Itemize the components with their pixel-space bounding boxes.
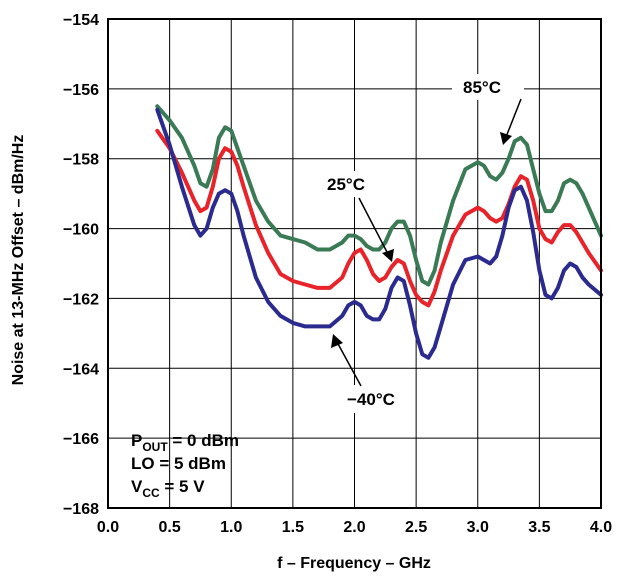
x-tick-label: 1.5 [282, 519, 304, 536]
y-tick-label: −166 [63, 431, 99, 448]
x-tick-label: 2.5 [405, 519, 427, 536]
condition-pout-rest: = 0 dBm [168, 431, 239, 450]
annotation-85c: 85°C [452, 74, 524, 145]
annotation-85c-arrow [505, 98, 522, 138]
annotation-minus40c-label: −40°C [347, 390, 395, 409]
series-group [155, 104, 603, 360]
y-tick-label: −156 [63, 82, 99, 99]
x-tick-label: 3.5 [528, 519, 550, 536]
plot-frame [107, 18, 602, 509]
condition-pout-main: P [131, 431, 142, 450]
condition-vcc-rest: = 5 V [160, 477, 206, 496]
condition-vcc-sub: CC [142, 486, 160, 500]
annotation-25c-arrow [358, 197, 389, 255]
x-axis-title: f – Frequency – GHz [277, 555, 431, 572]
y-tick-label: −154 [63, 12, 99, 29]
annotation-minus40c-arrowhead [331, 334, 343, 348]
x-tick-label: 2.0 [343, 519, 365, 536]
y-tick-label: −162 [63, 291, 99, 308]
condition-lo: LO = 5 dBm [131, 454, 226, 473]
y-axis-title: Noise at 13-MHz Offset – dBm/Hz [10, 135, 27, 386]
series-85c-line [155, 104, 603, 287]
annotation-minus40c-arrow [336, 341, 362, 387]
series-25c-line [155, 128, 603, 308]
y-tick-label: −168 [63, 501, 99, 518]
annotation-25c-arrowhead [382, 249, 394, 262]
y-tick-label: −164 [63, 361, 99, 378]
series-minus40c-line [155, 107, 603, 360]
x-tick-label: 0.0 [97, 519, 119, 536]
x-tick-label: 0.5 [159, 519, 181, 536]
annotation-25c: 25°C [320, 171, 394, 262]
annotation-minus40c: −40°C [331, 334, 410, 413]
condition-vcc-main: V [131, 477, 143, 496]
conditions-block: POUT = 0 dBm LO = 5 dBm VCC = 5 V [131, 431, 239, 500]
x-tick-label: 4.0 [590, 519, 612, 536]
y-tick-labels: −154 −156 −158 −160 −162 −164 −166 −168 [63, 12, 99, 518]
condition-pout-sub: OUT [142, 440, 168, 454]
x-tick-labels: 0.0 0.5 1.0 1.5 2.0 2.5 3.0 3.5 4.0 [97, 519, 612, 536]
x-tick-label: 1.0 [220, 519, 242, 536]
condition-pout: POUT = 0 dBm [131, 431, 239, 454]
y-tick-label: −160 [63, 222, 99, 239]
annotation-85c-label: 85°C [463, 78, 501, 97]
y-tick-label: −158 [63, 152, 99, 169]
annotation-25c-label: 25°C [327, 175, 365, 194]
condition-lo-main: LO = 5 dBm [131, 454, 226, 473]
x-tick-label: 3.0 [467, 519, 489, 536]
condition-vcc: VCC = 5 V [131, 477, 205, 500]
annotation-85c-arrowhead [500, 132, 512, 145]
